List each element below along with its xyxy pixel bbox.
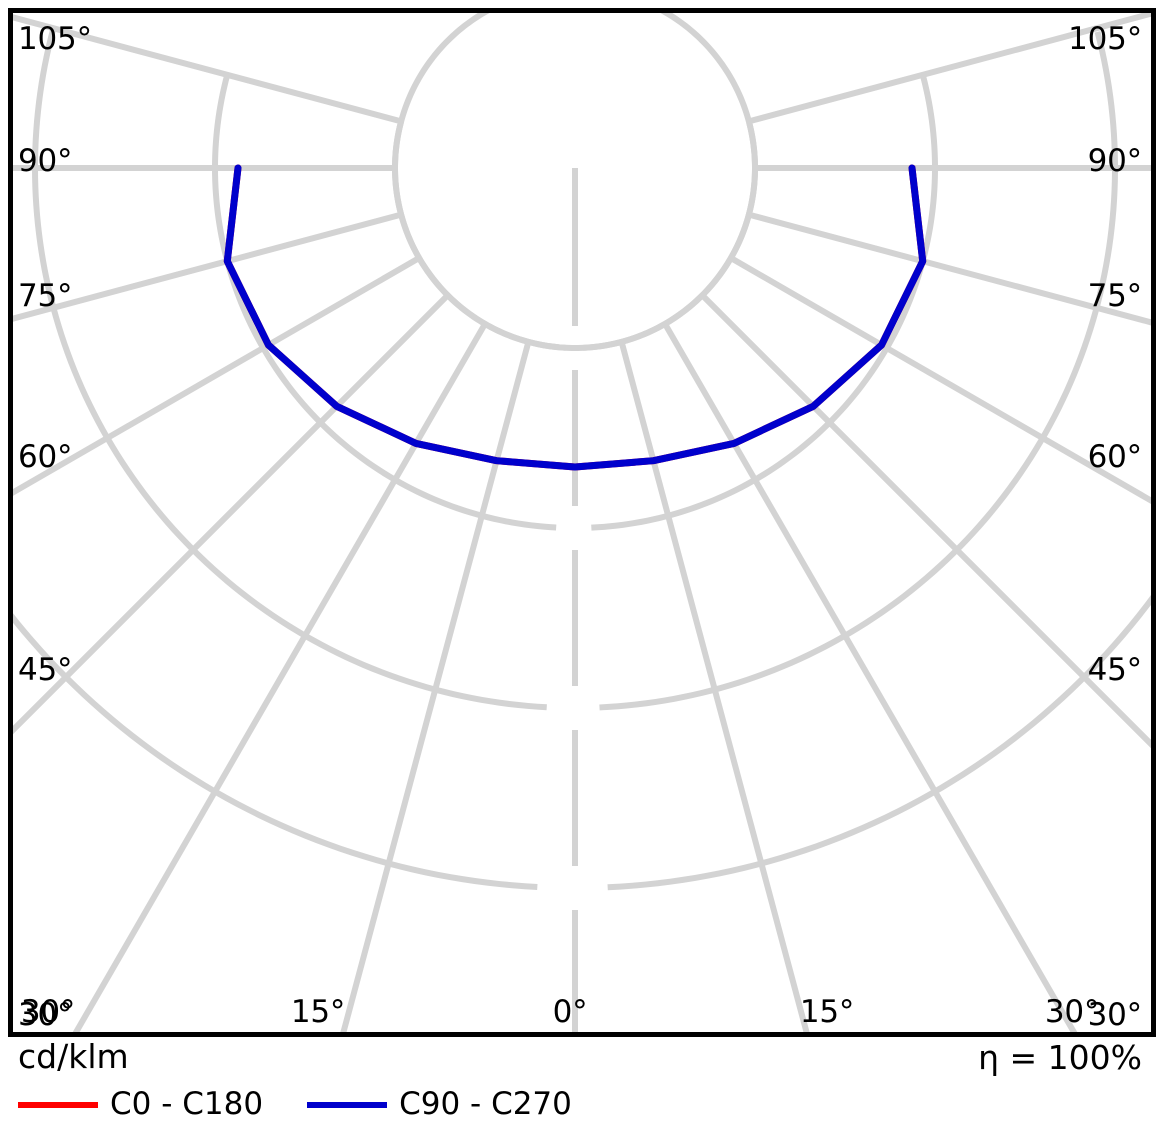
legend-color-swatch bbox=[18, 1101, 98, 1108]
angle-label-left-4: 45° bbox=[18, 652, 73, 688]
plot-area bbox=[8, 8, 1156, 1037]
legend-label: C0 - C180 bbox=[110, 1086, 264, 1122]
legend-label: C90 - C270 bbox=[399, 1086, 572, 1122]
angle-label-left-2: 75° bbox=[18, 278, 73, 314]
legend-entry-1[interactable]: C90 - C270 bbox=[307, 1089, 572, 1120]
unit-label: cd/klm bbox=[18, 1037, 129, 1076]
angle-label-left-3: 60° bbox=[18, 439, 73, 475]
angle-label-bottom-0: 15° bbox=[290, 994, 346, 1030]
angle-label-bottom-1: 0° bbox=[552, 994, 588, 1030]
angle-label-right-5: 30° bbox=[1087, 997, 1143, 1033]
polar-grid-and-curves bbox=[13, 13, 1151, 1032]
angle-label-bottom-3: 30° bbox=[20, 994, 76, 1030]
angle-label-right-1: 90° bbox=[1087, 143, 1143, 179]
angle-label-bottom-4: 30° bbox=[1044, 994, 1100, 1030]
chart-legend: C0 - C180 C90 - C270 bbox=[18, 1089, 572, 1120]
angle-label-right-4: 45° bbox=[1087, 652, 1143, 688]
angle-label-left-5: 30° bbox=[18, 997, 73, 1033]
angle-label-bottom-2: 15° bbox=[799, 994, 855, 1030]
legend-entry-0[interactable]: C0 - C180 bbox=[18, 1089, 263, 1120]
angle-label-right-0: 105° bbox=[1068, 21, 1142, 57]
efficiency-label: η = 100% bbox=[978, 1038, 1142, 1077]
angle-label-left-1: 90° bbox=[18, 143, 73, 179]
angle-label-right-3: 60° bbox=[1087, 439, 1143, 475]
legend-color-swatch bbox=[307, 1101, 388, 1108]
angle-label-left-0: 105° bbox=[18, 21, 92, 57]
chart-footer: cd/klm η = 100% C0 - C180 C90 - C270 bbox=[0, 1037, 1164, 1143]
angle-label-right-2: 75° bbox=[1087, 278, 1143, 314]
